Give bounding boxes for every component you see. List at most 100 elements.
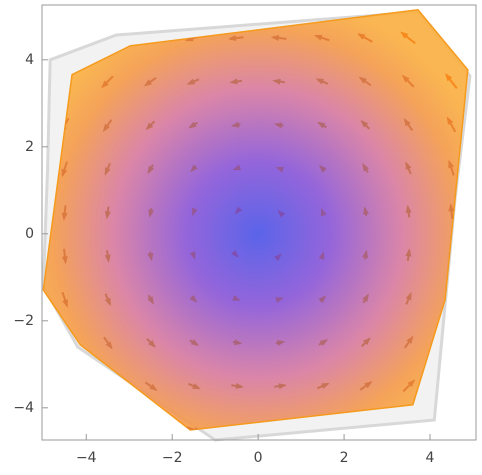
arrow — [234, 206, 243, 215]
arrow-head — [313, 34, 323, 41]
arrow-shaft — [57, 422, 73, 430]
arrow — [188, 121, 198, 129]
arrow-head — [150, 427, 160, 430]
arrow — [190, 164, 198, 173]
arrow-head — [63, 342, 70, 352]
arrow-head — [61, 212, 68, 221]
arrow-head — [106, 385, 115, 393]
arrow — [275, 297, 284, 304]
arrow-head — [192, 383, 201, 390]
arrow-head — [235, 382, 244, 389]
arrow-head — [362, 293, 369, 302]
arrow-head — [315, 78, 325, 85]
arrow-head — [149, 383, 158, 392]
arrow — [143, 76, 157, 87]
x-tick-label: −4 — [76, 450, 97, 466]
arrow-shaft — [444, 422, 459, 430]
arrow-head — [357, 33, 366, 40]
y-tick-label: −4 — [13, 400, 34, 416]
arrow — [405, 161, 412, 175]
arrow — [231, 249, 239, 258]
arrow — [359, 381, 373, 391]
arrow — [232, 164, 242, 171]
arrow-shaft — [186, 426, 201, 430]
arrow — [227, 35, 244, 42]
arrow — [405, 204, 412, 218]
arrow-head — [408, 422, 417, 430]
arrow-head — [449, 333, 457, 343]
arrow — [403, 335, 414, 349]
arrow-head — [319, 339, 329, 346]
arrow — [361, 337, 371, 348]
arrow — [445, 73, 458, 90]
arrow-head — [65, 430, 73, 438]
arrow-shaft — [60, 335, 70, 350]
arrow — [275, 166, 285, 173]
y-tick-label: 4 — [25, 52, 34, 68]
arrow-head — [147, 296, 154, 305]
arrow — [57, 422, 73, 438]
arrow — [189, 251, 196, 260]
arrow-head — [190, 164, 198, 173]
arrow — [104, 293, 111, 307]
arrow — [230, 121, 241, 128]
arrow-shaft — [143, 424, 158, 430]
arrow — [448, 159, 455, 176]
arrow — [101, 380, 115, 393]
arrow-head — [189, 251, 196, 260]
arrow-head — [227, 35, 237, 42]
density-region — [42, 8, 469, 431]
arrow — [56, 30, 73, 47]
arrow — [143, 424, 160, 430]
arrow — [358, 76, 372, 87]
arrow-head — [191, 207, 198, 217]
arrow-head — [56, 38, 65, 47]
arrow — [405, 248, 412, 262]
arrow-head — [448, 159, 454, 169]
arrow-head — [104, 211, 111, 220]
plot-frame — [41, 4, 477, 441]
arrow-head — [403, 118, 411, 127]
arrow — [147, 251, 154, 262]
arrow — [103, 336, 113, 350]
arrow — [275, 340, 286, 346]
arrow — [444, 421, 460, 430]
arrow-head — [277, 209, 286, 218]
arrow-head — [405, 248, 412, 257]
arrow-head — [275, 166, 285, 173]
arrow-shaft — [101, 380, 114, 393]
arrow-head — [147, 165, 155, 175]
x-tick-label: −2 — [162, 450, 183, 466]
arrow — [232, 295, 241, 301]
arrow-head — [400, 31, 409, 39]
arrow-head — [104, 297, 111, 307]
y-tick-label: −2 — [13, 313, 34, 329]
y-tick-label: 0 — [25, 226, 34, 242]
arrow-head — [232, 164, 242, 171]
arrow-shaft — [448, 291, 455, 307]
arrow — [147, 164, 155, 175]
arrow — [229, 78, 243, 85]
arrow-head — [105, 341, 113, 350]
arrow-shaft — [58, 378, 71, 394]
arrow-head — [450, 377, 458, 386]
arrow-head — [318, 295, 327, 304]
arrow-head — [275, 297, 284, 304]
arrow — [232, 339, 243, 346]
arrow — [313, 34, 330, 42]
arrow — [360, 119, 371, 130]
arrow-head — [186, 78, 196, 85]
arrow — [318, 164, 327, 173]
arrow-head — [449, 290, 455, 299]
arrow-head — [101, 80, 109, 89]
arrow — [403, 118, 414, 131]
arrow — [318, 251, 325, 260]
arrow-head — [102, 123, 110, 133]
arrow-shaft — [100, 423, 116, 430]
arrow — [145, 120, 156, 131]
arrow-head — [406, 335, 414, 344]
arrow-head — [189, 294, 198, 303]
arrow — [270, 34, 287, 41]
arrow — [146, 338, 156, 348]
y-tick-label: 2 — [25, 139, 34, 155]
